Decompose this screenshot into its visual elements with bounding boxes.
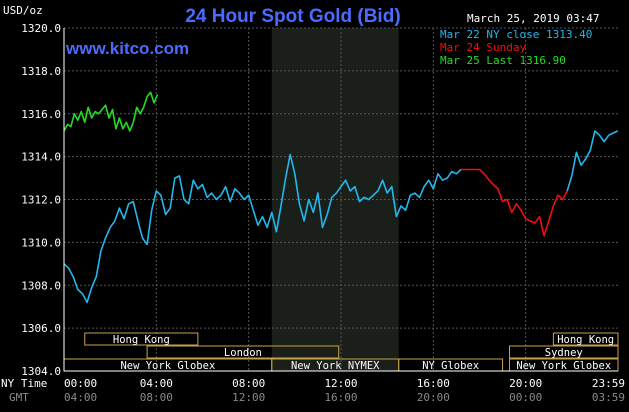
x-axis-label-ny: NY Time [1,377,47,390]
x-tick-label-ny: 08:00 [232,377,265,390]
series-line [461,168,568,237]
x-tick-label-ny: 04:00 [140,377,173,390]
session-label: London [224,347,262,359]
y-tick-label: 1304.0 [21,365,61,378]
session-box [84,332,199,346]
x-tick-label-gmt: 20:00 [417,391,450,404]
session-label: NY Globex [422,360,479,372]
chart-title: 24 Hour Spot Gold (Bid) [185,6,400,27]
y-tick-label: 1320.0 [21,22,61,35]
watermark-url: www.kitco.com [65,39,189,58]
x-tick-label-ny: 16:00 [417,377,450,390]
y-tick-label: 1312.0 [21,194,61,207]
x-tick-label-ny: 20:00 [509,377,542,390]
y-tick-label: 1316.0 [21,108,61,121]
session-box [509,345,619,359]
x-tick-label-gmt: 12:00 [232,391,265,404]
grid-lines [64,27,618,371]
y-tick-label: 1310.0 [21,236,61,249]
x-tick-label-ny: 12:00 [324,377,357,390]
price-series [63,91,619,304]
session-label: New York Globex [120,360,215,372]
session-label: Hong Kong [113,334,170,346]
y-axis-ticks: 1304.0 1306.0 1308.0 1310.0 1312.0 1314.0 1316… [21,22,61,378]
series-line [63,153,462,304]
timestamp: March 25, 2019 03:47 [467,12,599,25]
legend-item-last: Mar 25 Last 1316.90 [440,54,566,67]
x-axis-label-gmt: GMT [9,391,29,404]
ylabel: USD/oz [3,4,43,17]
nymex-hours-shading [271,28,399,371]
x-tick-label-ny: 23:59 [592,377,625,390]
x-tick-label-ny: 00:00 [64,377,97,390]
session-label: New York NYMEX [291,360,380,372]
session-box [146,345,340,359]
y-tick-label: 1308.0 [21,279,61,292]
legend-item-sunday: Mar 24 Sunday [440,41,526,54]
x-tick-label-gmt: 16:00 [324,391,357,404]
x-tick-label-gmt: 04:00 [64,391,97,404]
x-tick-label-gmt: 08:00 [140,391,173,404]
x-tick-label-gmt: 00:00 [509,391,542,404]
legend: Mar 22 NY close 1313.40 Mar 24 Sunday Ma… [440,28,592,67]
session-box [552,332,619,346]
x-tick-label-gmt: 03:59 [592,391,625,404]
series-line [566,130,619,192]
y-tick-label: 1314.0 [21,151,61,164]
y-tick-label: 1306.0 [21,322,61,335]
session-label: Hong Kong [557,334,614,346]
legend-item-ny-close: Mar 22 NY close 1313.40 [440,28,592,41]
session-label: New York Globex [516,360,611,372]
series-line [63,91,159,132]
y-tick-label: 1318.0 [21,65,61,78]
session-label: Sydney [545,347,583,359]
x-axis-ticks: 00:0004:0004:0008:0008:0012:0012:0016:00… [64,377,625,404]
